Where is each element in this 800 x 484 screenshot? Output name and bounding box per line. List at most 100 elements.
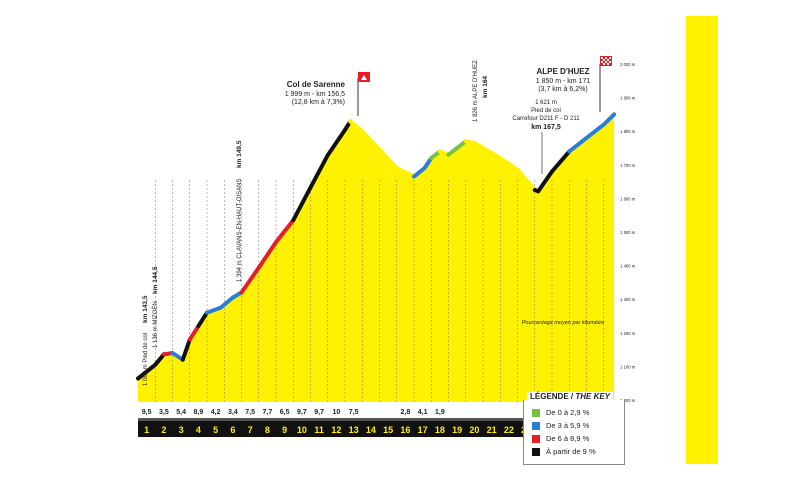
km-marker: 18	[435, 425, 445, 435]
legend-title-en: THE KEY	[575, 392, 611, 401]
altitude-tick: 1 600 m	[620, 196, 636, 201]
segment-gradient-label: 9,7	[314, 409, 324, 416]
profile-segment-black	[153, 352, 166, 367]
km-marker: 1	[144, 425, 149, 435]
profile-segment-blue	[601, 112, 617, 127]
altitude-tick: 1 000 m	[620, 398, 636, 403]
segment-gradient-label: 3,4	[228, 409, 238, 416]
segment-gradient-label: 1,9	[435, 409, 445, 416]
segment-gradient-label: 3,5	[159, 409, 169, 416]
profile-segment-red	[274, 218, 296, 245]
finish-line2: (3,7 km à 6,2%)	[538, 86, 587, 93]
v2-km: km 144,5	[152, 266, 159, 294]
km-marker: 11	[314, 425, 324, 435]
profile-segment-black	[136, 362, 158, 381]
jersey-color-bar	[686, 16, 718, 464]
pied-km: km 167,5	[531, 124, 561, 131]
km-marker: 9	[282, 425, 287, 435]
km-marker: 20	[469, 425, 479, 435]
profile-segment-yellow	[348, 119, 365, 134]
v3-km: km 149,5	[236, 140, 243, 168]
altitude-tick: 1 200 m	[620, 331, 636, 336]
km-marker: 21	[487, 425, 497, 435]
km-marker: 8	[265, 425, 270, 435]
pied-line2: Pied de col	[531, 108, 561, 114]
profile-segment-blue	[205, 305, 223, 315]
segment-gradient-label: 4,2	[211, 409, 221, 416]
col-name: Col de Sarenne	[287, 80, 346, 89]
v1-km: km 143,5	[142, 295, 149, 323]
segment-gradient-label: 8,9	[194, 409, 204, 416]
legend-label-black: À partir de 9 %	[546, 447, 596, 456]
profile-segment-yellow	[360, 129, 382, 152]
profile-gridlines	[155, 180, 604, 402]
legend-label-red: De 6 à 8,9 %	[546, 434, 590, 443]
legend-title: LÉGENDE / THE KEY	[527, 392, 614, 401]
altitude-axis: 1 000 m 1 100 m 1 200 m 1 300 m 1 400 m 1 500…	[620, 62, 636, 403]
altitude-tick: 1 500 m	[620, 230, 636, 235]
profile-area	[138, 114, 615, 403]
v4-text: 1 826 m ALPE D'HUEZ	[473, 60, 479, 122]
km-marker: 10	[297, 425, 307, 435]
profile-fill-layer	[138, 114, 615, 403]
profile-segment-black	[550, 149, 572, 174]
km-marker: 5	[213, 425, 218, 435]
profile-segment-blue	[218, 295, 235, 310]
segment-gradient-label: 5,4	[176, 409, 186, 416]
km-marker: 7	[248, 425, 253, 435]
segment-gradient-labels: 9,5 3,5 5,4 8,9 4,2 3,4 7,5 7,7 6,5 9,7 9,7 10 7,5 2,…	[142, 409, 600, 416]
v1-text: 1 064 m Pied de col	[143, 333, 149, 386]
profile-segment-black	[291, 185, 313, 223]
altitude-tick: 2 000 m	[620, 62, 636, 67]
segment-gradient-label: 4,1	[418, 409, 428, 416]
segment-gradient-label: 10	[332, 409, 340, 416]
profile-segment-black	[325, 127, 347, 158]
col-flag-icon	[357, 72, 370, 116]
km-marker: 4	[196, 425, 201, 435]
km-marker: 22	[504, 425, 514, 435]
km-marker: 17	[418, 425, 428, 435]
profile-segment-blue	[412, 166, 427, 179]
profile-segment-red	[239, 265, 261, 295]
altitude-tick: 1 300 m	[620, 297, 636, 302]
km-marker: 12	[331, 425, 341, 435]
profile-segment-black	[180, 337, 192, 362]
km-marker: 16	[400, 425, 410, 435]
km-bar-shadow	[138, 418, 615, 422]
segment-gradient-label: 7,7	[263, 409, 273, 416]
segment-gradient-label: 6,5	[280, 409, 290, 416]
legend-box: De 0 à 2,9 % De 3 à 5,9 % De 6 à 8,9 % À…	[523, 400, 625, 465]
profile-segment-yellow	[394, 166, 416, 179]
col-line1: 1 999 m - km 156,5	[285, 91, 345, 98]
profile-segment-yellow	[515, 167, 537, 192]
km-marker: 14	[366, 425, 376, 435]
segment-gradient-label: 7,5	[245, 409, 255, 416]
legend-swatch-blue	[532, 422, 540, 430]
profile-segment-black	[308, 153, 330, 190]
legend-title-fr: LÉGENDE	[530, 392, 569, 401]
finish-line1: 1 850 m - km 171	[536, 78, 591, 85]
legend-label-green: De 0 à 2,9 %	[546, 408, 590, 417]
pied-line3: Carrefour D211 F - D 211	[512, 116, 580, 122]
profile-segment-blue	[567, 135, 589, 154]
segment-gradient-label: 7,5	[349, 409, 359, 416]
segment-gradient-label: 9,7	[297, 409, 307, 416]
segment-gradient-label: 2,8	[401, 409, 411, 416]
gradient-note: Pourcentage moyen par kilomètre	[522, 320, 605, 326]
km-marker: 6	[230, 425, 235, 435]
profile-segment-black	[196, 310, 209, 329]
finish-name: ALPE D'HUEZ	[536, 67, 589, 76]
legend-swatch-green	[532, 409, 540, 417]
km-bar	[138, 421, 615, 437]
altitude-tick: 1 700 m	[620, 163, 636, 168]
profile-segment-black	[536, 169, 554, 194]
profile-segment-blue	[584, 122, 606, 140]
segment-gradient-label: 9,5	[142, 409, 152, 416]
profile-segment-red	[187, 324, 201, 342]
legend-swatch-black	[532, 448, 540, 456]
v3-text: 1 394 m CLAVANS-EN-HAUT-OISANS	[237, 179, 243, 282]
col-line2: (12,8 km à 7,3%)	[292, 99, 345, 106]
km-marker: 3	[179, 425, 184, 435]
finish-flag-icon	[599, 56, 612, 112]
